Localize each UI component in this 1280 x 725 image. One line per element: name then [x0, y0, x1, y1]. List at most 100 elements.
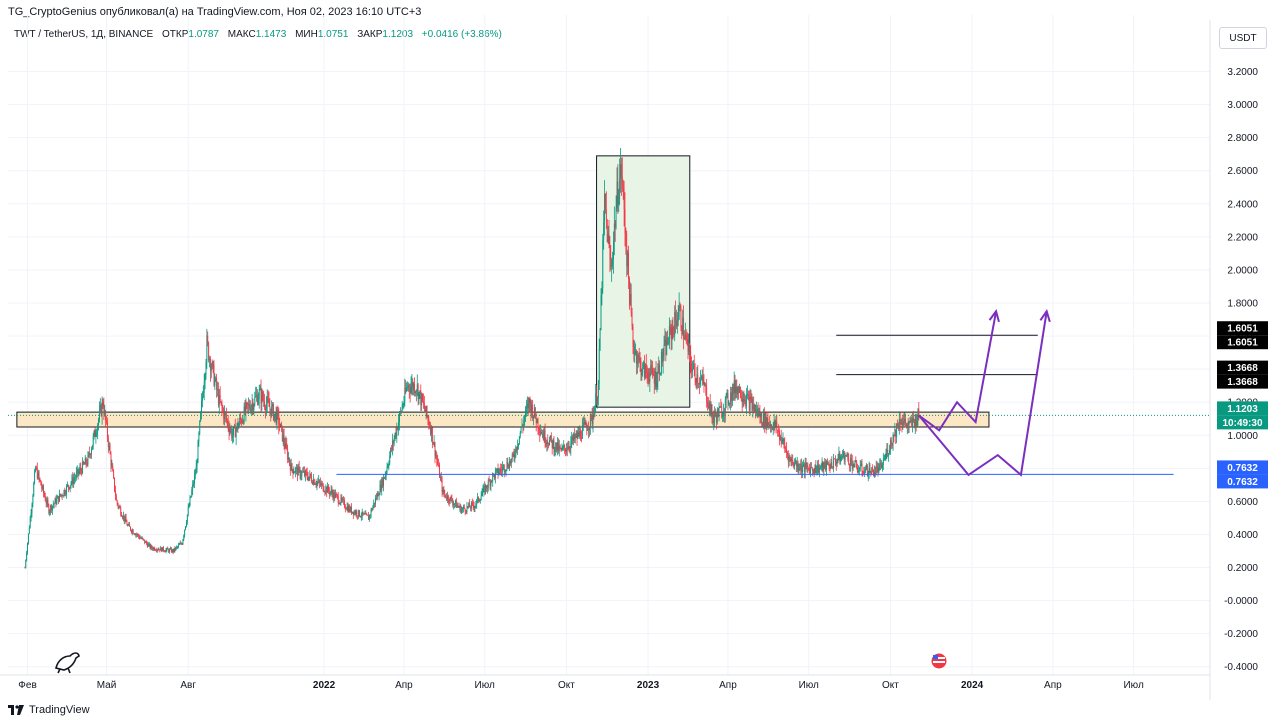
candle-body	[774, 420, 776, 427]
candle	[505, 469, 507, 477]
candle	[650, 359, 652, 377]
price-label: 1.1203	[1217, 401, 1268, 416]
candle-body	[908, 421, 910, 426]
candle	[869, 462, 871, 474]
candle-body	[486, 487, 488, 489]
candle-body	[387, 465, 389, 468]
candle-body	[537, 418, 539, 429]
candle-body	[554, 449, 556, 452]
candle	[75, 474, 76, 483]
candle	[562, 445, 564, 451]
candle-body	[902, 421, 904, 426]
candle-body	[484, 486, 486, 493]
candle-body	[638, 355, 640, 359]
candle	[720, 398, 722, 408]
candle-body	[38, 472, 40, 479]
candle	[789, 455, 791, 462]
candle-body	[191, 490, 193, 497]
candle	[393, 435, 395, 447]
candle-body	[49, 510, 51, 514]
candle-body	[237, 423, 239, 429]
candle-body	[568, 446, 570, 449]
candle	[621, 157, 623, 192]
candle	[557, 437, 558, 456]
candle-body	[412, 382, 414, 390]
candle	[768, 422, 770, 430]
candle-body	[838, 453, 840, 460]
candle	[417, 382, 419, 406]
candle-body	[829, 467, 831, 469]
publisher-caption: TG_CryptoGenius опубликовал(а) на Tradin…	[8, 6, 422, 18]
candle-body	[170, 548, 171, 550]
candle-body	[561, 447, 563, 451]
candle	[264, 404, 266, 419]
candle-body	[433, 442, 435, 445]
candle-body	[757, 408, 759, 417]
projection-path	[918, 311, 1048, 477]
candle	[69, 485, 71, 493]
candle-body	[640, 360, 642, 376]
candle	[199, 420, 201, 436]
candle	[208, 341, 210, 363]
candle	[699, 370, 701, 388]
price-label-bg	[1217, 474, 1268, 489]
candle-body	[648, 378, 650, 382]
candle-body	[63, 490, 65, 496]
candle-body	[155, 550, 157, 551]
candle-body	[730, 392, 732, 403]
candle	[282, 429, 284, 447]
candle-body	[562, 447, 564, 449]
y-tick-label: 3.2000	[1227, 67, 1258, 78]
candle-body	[749, 397, 751, 411]
candle	[601, 281, 603, 306]
candle	[710, 401, 712, 418]
candle	[913, 418, 915, 429]
candle	[271, 400, 273, 418]
candle	[100, 403, 102, 417]
candle-body	[612, 240, 614, 260]
candle	[786, 442, 787, 458]
candle	[771, 426, 773, 431]
candle	[495, 468, 497, 475]
candle-body	[477, 496, 479, 500]
candle	[903, 413, 905, 427]
candle-body	[495, 469, 497, 472]
currency-button[interactable]: USDT	[1219, 27, 1267, 49]
candle	[664, 328, 666, 347]
candle-body	[208, 342, 210, 361]
candle	[322, 482, 324, 492]
candle-body	[267, 397, 269, 401]
candle-body	[201, 400, 202, 413]
candle	[35, 465, 36, 473]
candle	[434, 441, 436, 464]
candle	[880, 458, 882, 471]
candle	[491, 480, 493, 483]
candle-body	[508, 467, 510, 469]
x-tick-label: Июл	[799, 680, 819, 691]
candle	[102, 398, 104, 409]
close-value: 1.1203	[382, 29, 414, 40]
candle-body	[538, 428, 540, 431]
candle	[689, 343, 691, 363]
candle	[532, 399, 534, 422]
candle-body	[645, 364, 647, 372]
candle	[551, 439, 553, 455]
tradingview-logo-icon	[8, 705, 24, 715]
candle-body	[446, 497, 447, 500]
candle	[167, 546, 169, 550]
candle	[262, 389, 264, 402]
candle-body	[708, 402, 710, 409]
candle	[147, 542, 149, 547]
candle-body	[281, 425, 283, 441]
candle-body	[802, 464, 804, 467]
candle-body	[329, 492, 331, 495]
candle-body	[786, 448, 787, 453]
candle-body	[130, 526, 131, 531]
candle	[861, 458, 863, 477]
candle	[479, 498, 481, 504]
candle	[897, 422, 899, 431]
candle-body	[893, 434, 895, 437]
candle	[481, 488, 483, 496]
candle-body	[699, 379, 701, 385]
